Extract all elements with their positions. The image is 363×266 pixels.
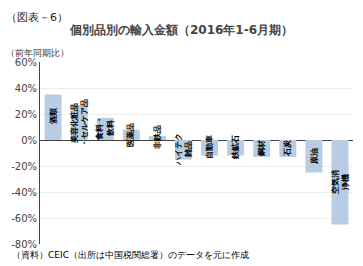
svg-text:40%: 40% xyxy=(15,83,37,94)
svg-text:鉄鉱石: 鉄鉱石 xyxy=(231,135,240,160)
svg-text:食料・飲料: 食料・飲料 xyxy=(95,116,114,141)
svg-text:医薬品: 医薬品 xyxy=(126,123,135,147)
svg-text:酒類: 酒類 xyxy=(49,108,58,125)
svg-text:-80%: -80% xyxy=(11,239,37,250)
svg-text:-40%: -40% xyxy=(11,187,37,198)
svg-text:20%: 20% xyxy=(15,109,37,120)
svg-text:原油: 原油 xyxy=(310,148,319,165)
svg-text:個別品別の輸入金額（2016年1-6月期）: 個別品別の輸入金額（2016年1-6月期） xyxy=(69,23,293,37)
svg-text:美容化粧品・セルケア品: 美容化粧品・セルケア品 xyxy=(69,99,89,147)
svg-text:鋼材: 鋼材 xyxy=(257,140,266,157)
svg-text:空気消浄機: 空気消浄機 xyxy=(330,170,350,194)
svg-text:60%: 60% xyxy=(15,57,37,68)
svg-text:（図表－6）: （図表－6） xyxy=(6,11,68,24)
svg-text:-60%: -60% xyxy=(11,213,37,224)
svg-text:ハイテク雑品: ハイテク雑品 xyxy=(174,133,193,166)
svg-text:0%: 0% xyxy=(21,135,37,146)
svg-text:（前年同期比）: （前年同期比） xyxy=(6,48,69,58)
svg-text:（資料）CEIC（出所は中国税関総署）のデータを元に作成: （資料）CEIC（出所は中国税関総署）のデータを元に作成 xyxy=(12,250,249,260)
svg-text:自動車: 自動車 xyxy=(205,135,214,159)
svg-text:非鉄品: 非鉄品 xyxy=(153,125,162,150)
svg-text:-20%: -20% xyxy=(11,161,37,172)
svg-text:石炭: 石炭 xyxy=(283,139,292,157)
